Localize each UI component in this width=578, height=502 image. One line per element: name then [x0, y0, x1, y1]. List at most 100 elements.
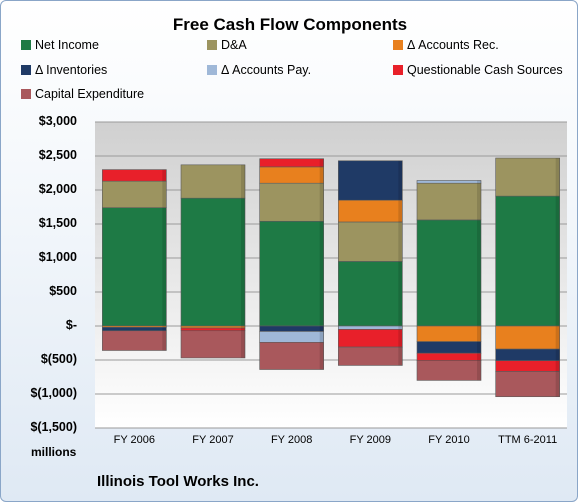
bar-segment	[416, 360, 482, 381]
y-tick-label: $(1,500)	[30, 420, 77, 434]
bar-segment-shade	[162, 207, 167, 326]
legend-label: Δ Accounts Pay.	[221, 63, 312, 77]
bar-segment	[495, 371, 560, 398]
bar-segment-shade	[477, 360, 481, 381]
bar-segment-shade	[241, 326, 245, 329]
bar-segment	[338, 329, 403, 348]
legend-label: Capital Expenditure	[35, 87, 145, 101]
bar-segment-shade	[241, 330, 245, 358]
legend-swatch	[21, 65, 31, 75]
bar-segment-shade	[398, 347, 403, 366]
legend-swatch	[21, 40, 31, 50]
bar-segment-shade	[398, 200, 403, 222]
bar-segment-shade	[319, 166, 324, 184]
bar-segment-shade	[319, 158, 324, 167]
bar-segment-shade	[555, 349, 560, 361]
bar-segment-shade	[319, 342, 324, 370]
bar-segment-shade	[319, 183, 324, 222]
bar-segment-shade	[398, 160, 403, 201]
bar-segment	[259, 158, 324, 168]
legend-label: Δ Accounts Rec.	[407, 38, 499, 52]
legend-label: Δ Inventories	[35, 63, 108, 77]
bar-segment	[259, 342, 324, 370]
legend-swatch	[393, 65, 403, 75]
bar-segment	[180, 164, 246, 199]
bar-segment-shade	[241, 164, 245, 199]
bar-segment-shade	[162, 327, 167, 331]
y-tick-label: $1,500	[38, 216, 77, 230]
legend-swatch	[21, 89, 31, 99]
bar-segment	[338, 346, 403, 366]
legend-label: Questionable Cash Sources	[407, 63, 563, 77]
bar-segment	[495, 325, 560, 350]
bar-segment-shade	[398, 326, 403, 330]
bar-segment	[259, 325, 324, 332]
bar-segment	[416, 219, 482, 327]
bar-segment-shade	[162, 169, 167, 182]
company-name: Illinois Tool Works Inc.	[97, 473, 259, 490]
chart-title: Free Cash Flow Components	[172, 15, 408, 34]
legend-item: D&A	[207, 38, 247, 52]
bar-segment	[102, 169, 167, 182]
bar-segment	[180, 330, 246, 359]
bar-segment	[416, 352, 482, 361]
x-tick-label: FY 2006	[113, 434, 156, 446]
bar-segment	[102, 327, 167, 332]
bar-segment-shade	[477, 341, 481, 354]
x-tick-label: TTM 6-2011	[498, 434, 558, 446]
legend-swatch	[207, 65, 217, 75]
legend-item: Δ Accounts Rec.	[393, 38, 499, 52]
bar-segment	[259, 166, 324, 184]
bar-segment-shade	[477, 219, 481, 326]
bar-segment	[338, 325, 403, 330]
bar-segment	[338, 261, 403, 327]
bar-segment-shade	[398, 261, 403, 326]
bar-segment	[495, 157, 560, 197]
bar-segment-shade	[477, 353, 481, 361]
y-tick-label: $1,000	[38, 250, 77, 264]
bar-segment	[338, 199, 403, 223]
bar-segment-shade	[398, 329, 403, 348]
legend-item: Δ Inventories	[21, 63, 107, 77]
y-tick-label: $(500)	[40, 352, 77, 366]
bar-segment-shade	[241, 198, 245, 326]
bar-segment-shade	[319, 331, 324, 343]
y-tick-label: $2,500	[38, 148, 77, 162]
bar-segment	[495, 360, 560, 372]
bar-segment-shade	[162, 330, 167, 351]
bar-segment	[416, 182, 482, 221]
bar-segment	[259, 182, 324, 222]
legend-swatch	[207, 40, 217, 50]
bar-segment-shade	[477, 180, 481, 184]
bar-segment	[338, 160, 403, 201]
bar-segment	[102, 180, 167, 208]
bar-segment	[495, 195, 560, 327]
legend-item: Net Income	[21, 38, 99, 52]
bar-segment-shade	[555, 360, 560, 372]
bar-segment-shade	[398, 221, 403, 262]
plot-area	[95, 122, 567, 428]
legend-item: Questionable Cash Sources	[393, 63, 563, 77]
y-tick-label: $-	[65, 318, 77, 332]
y-tick-label: $(1,000)	[30, 386, 77, 400]
bar-segment-shade	[555, 158, 560, 197]
bar-segment-shade	[555, 326, 560, 350]
bar-segment	[180, 327, 246, 332]
bar-segment-shade	[555, 371, 560, 397]
bar-segment-shade	[477, 326, 481, 342]
bar-segment	[495, 348, 560, 361]
bar-segment	[338, 221, 403, 262]
y-tick-label: $2,000	[38, 182, 77, 196]
x-tick-label: FY 2009	[349, 434, 392, 446]
bar-segment	[259, 331, 324, 343]
bar-segment	[180, 197, 246, 327]
bar-segment	[180, 325, 246, 329]
bar-segment-shade	[555, 196, 560, 326]
bar-segment-shade	[162, 326, 167, 328]
bar-segment	[259, 220, 324, 327]
bar-segment	[416, 341, 482, 354]
y-tick-label: $3,000	[38, 114, 77, 128]
units-label: millions	[31, 445, 77, 459]
